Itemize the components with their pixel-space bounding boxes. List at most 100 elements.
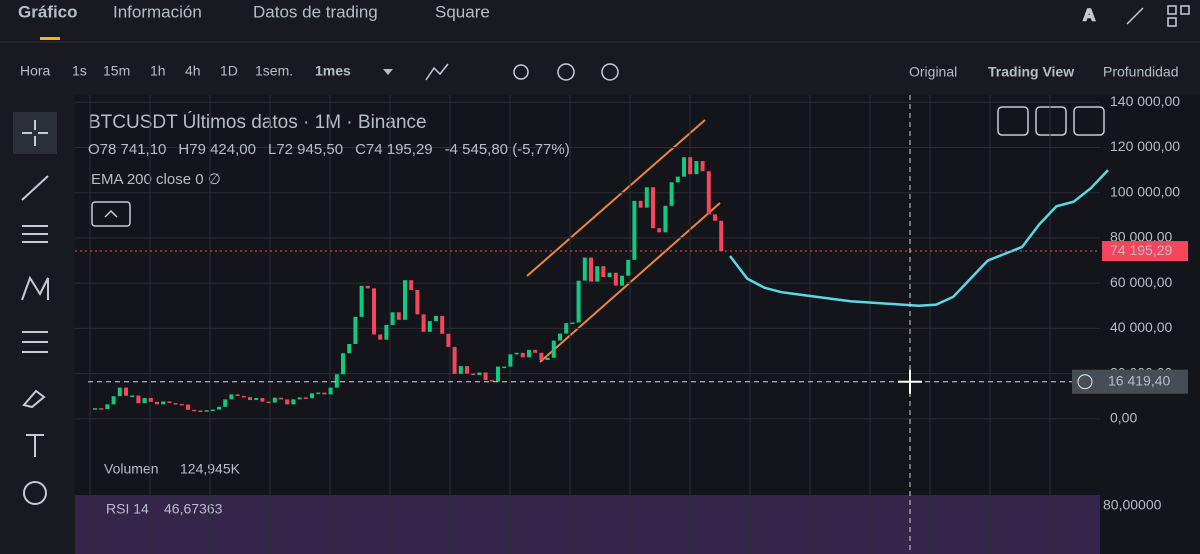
candle: [186, 404, 190, 410]
interval[interactable]: 1sem.: [255, 63, 293, 79]
camera-icon[interactable]: [513, 64, 529, 80]
scroll-button[interactable]: [997, 106, 1029, 136]
candle: [229, 394, 234, 400]
candle: [136, 395, 141, 404]
tool-sidebar: [0, 95, 75, 554]
candle: [452, 346, 457, 374]
candle: [465, 366, 469, 374]
y-tick-label: 140 000,00: [1110, 93, 1180, 109]
text-tool[interactable]: [26, 434, 44, 457]
candle: [334, 374, 339, 388]
candle: [192, 409, 197, 412]
candle: [148, 398, 153, 402]
candle: [595, 266, 600, 282]
candle: [651, 187, 655, 229]
candle: [316, 392, 321, 395]
interval[interactable]: 1h: [150, 63, 166, 79]
interval[interactable]: 1D: [220, 63, 238, 79]
last-price-label: 74 195,29: [1110, 242, 1172, 258]
tab-indicator: [40, 37, 60, 40]
channel-upper: [526, 119, 706, 277]
candle: [99, 408, 104, 410]
candle: [384, 324, 389, 340]
nav-tab[interactable]: Datos de trading: [253, 2, 378, 21]
pattern-tool[interactable]: [21, 275, 49, 301]
crosshair-box: [1072, 369, 1188, 394]
y-tick-label: 60 000,00: [1110, 274, 1172, 290]
candle: [241, 395, 246, 398]
candle: [217, 406, 221, 410]
candle: [669, 182, 674, 206]
grid-icon[interactable]: [1167, 5, 1177, 15]
nav-tab[interactable]: Información: [113, 2, 202, 21]
indicator-legend: EMA 200 close 0 ∅: [91, 171, 221, 188]
candle: [130, 395, 135, 398]
interval[interactable]: Hora: [20, 63, 51, 79]
ai-icon[interactable]: A: [1082, 5, 1096, 26]
collapse-arrow: [104, 209, 118, 218]
view-option[interactable]: Original: [909, 64, 957, 80]
fib-tool[interactable]: [22, 225, 48, 243]
candle: [279, 397, 283, 400]
expand-icon[interactable]: [1126, 7, 1144, 25]
volume-name: Volumen: [104, 461, 158, 477]
tool-active: [13, 112, 57, 154]
emoji-tool[interactable]: [23, 481, 47, 505]
interval[interactable]: 1s: [72, 63, 87, 79]
candle: [657, 228, 662, 233]
ohlc-value: O78 741,10: [88, 141, 166, 158]
candle: [403, 280, 407, 320]
candle: [105, 404, 110, 410]
candle: [248, 397, 252, 401]
nav-tab[interactable]: Gráfico: [18, 2, 78, 21]
candle: [440, 315, 445, 334]
settings-icon[interactable]: [601, 63, 619, 81]
candle: [415, 289, 420, 315]
nav-tab[interactable]: Square: [435, 2, 490, 21]
interval[interactable]: 1mes: [315, 63, 351, 79]
grid-icon[interactable]: [1167, 17, 1177, 27]
tool-icons: [13, 112, 57, 505]
chart-type-icon[interactable]: [425, 63, 449, 81]
candle: [434, 315, 438, 322]
candle: [613, 272, 618, 286]
candle: [173, 402, 178, 405]
view-option[interactable]: Profundidad: [1103, 64, 1179, 80]
candle: [210, 409, 215, 412]
candle: [483, 372, 488, 380]
measure-tool[interactable]: [22, 331, 48, 353]
ohlc-value: -4 545,80 (-5,77%): [445, 141, 570, 158]
chart-bg: [0, 95, 1200, 554]
candle: [310, 393, 314, 399]
candle: [706, 171, 711, 215]
candle: [607, 272, 612, 278]
reset-button[interactable]: [1073, 106, 1105, 136]
candle: [179, 403, 184, 406]
y-tick-label: 40 000,00: [1110, 319, 1172, 335]
candle: [601, 266, 606, 278]
brush-tool[interactable]: [22, 389, 46, 409]
collapse-button[interactable]: [91, 201, 131, 227]
line-tool[interactable]: [21, 175, 49, 201]
candle: [514, 352, 519, 355]
add-icon[interactable]: [557, 63, 575, 81]
candle: [489, 379, 494, 382]
candle: [496, 366, 500, 382]
interval[interactable]: 15m: [103, 63, 130, 79]
candle: [694, 161, 699, 175]
add-alert[interactable]: [1077, 374, 1093, 390]
candle: [502, 366, 507, 369]
crosshair-label: 16 419,40: [1108, 372, 1170, 388]
candle: [142, 398, 147, 404]
grid-icon[interactable]: [1180, 5, 1190, 15]
candle: [378, 334, 383, 340]
candle: [204, 410, 209, 412]
interval[interactable]: 4h: [185, 63, 201, 79]
crosshair-tool[interactable]: [22, 120, 48, 146]
interval-dropdown[interactable]: [383, 69, 393, 75]
fit-button[interactable]: [1035, 106, 1067, 136]
candle: [235, 394, 240, 396]
view-option[interactable]: Trading View: [988, 64, 1074, 80]
candle: [564, 323, 569, 334]
